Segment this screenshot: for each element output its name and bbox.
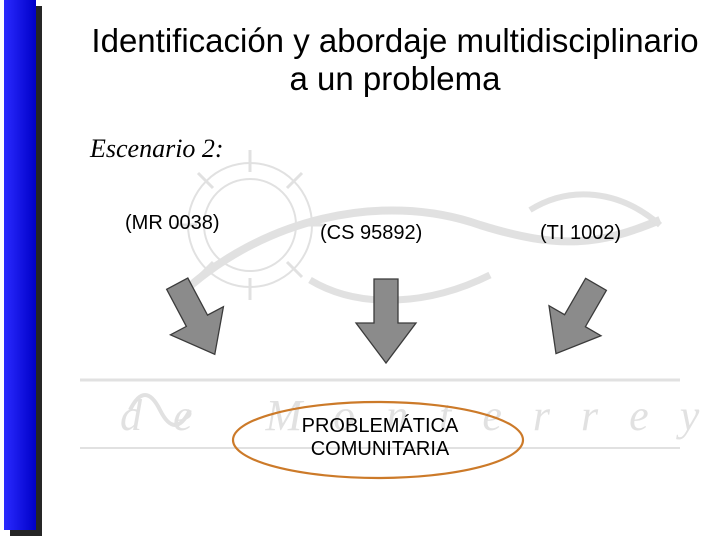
arrow-left xyxy=(144,263,249,375)
slide-root: d e M o n t e r r e y Identificación y a… xyxy=(0,0,720,540)
outcome-block: PROBLEMÁTICA COMUNITARIA xyxy=(280,415,480,461)
code-center: (CS 95892) xyxy=(320,222,422,245)
outcome-line2: COMUNITARIA xyxy=(311,438,450,461)
outcome-line1: PROBLEMÁTICA xyxy=(302,415,459,438)
slide-title: Identificación y abordaje multidisciplin… xyxy=(90,22,700,98)
code-left: (MR 0038) xyxy=(125,212,219,235)
side-accent-bar xyxy=(0,0,48,540)
slide-subtitle: Escenario 2: xyxy=(90,134,224,164)
arrow-right xyxy=(523,263,629,375)
code-right: (TI 1002) xyxy=(540,222,621,245)
arrow-center xyxy=(350,275,422,367)
